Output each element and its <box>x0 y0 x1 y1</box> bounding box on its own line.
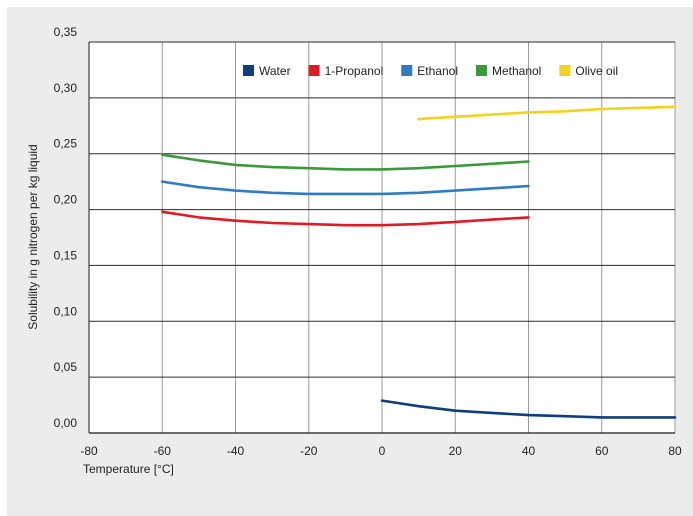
legend-swatch-olive-oil <box>559 65 571 76</box>
y-axis-label: Solubility in g nitrogen per kg liquid <box>26 144 40 329</box>
chart-panel: Water 1-Propanol Ethanol Methanol Olive oil … <box>7 7 693 516</box>
x-axis-label: Temperature [°C] <box>83 462 174 476</box>
y-tick-label: 0,20 <box>54 193 78 207</box>
x-tick-label: -20 <box>300 444 318 458</box>
x-tick-label: 40 <box>522 444 536 458</box>
x-tick-label: 60 <box>595 444 609 458</box>
x-tick-label: -80 <box>80 444 98 458</box>
legend-swatch-1-propanol <box>308 65 320 76</box>
x-tick-label: -40 <box>227 444 245 458</box>
legend: Water 1-Propanol Ethanol Methanol Olive oil <box>243 64 618 78</box>
x-tick-label: 80 <box>668 444 682 458</box>
y-tick-label: 0,05 <box>54 360 78 374</box>
x-tick-label: -60 <box>154 444 172 458</box>
solubility-line-chart: Water 1-Propanol Ethanol Methanol Olive oil … <box>26 25 682 476</box>
y-tick-label: 0,35 <box>54 25 78 39</box>
y-tick-label: 0,30 <box>54 81 78 95</box>
legend-label-olive-oil: Olive oil <box>575 64 618 78</box>
y-tick-label: 0,00 <box>54 416 78 430</box>
y-tick-label: 0,25 <box>54 137 78 151</box>
series-line-methanol <box>161 153 530 171</box>
legend-label-methanol: Methanol <box>492 64 541 78</box>
series-lines <box>161 105 677 419</box>
series-line-1-propanol <box>161 210 530 227</box>
x-tick-label: 20 <box>449 444 463 458</box>
axes: -80 -60 -40 -20 0 20 40 60 80 0,00 0,05 0,10 0,15 0,2… <box>54 25 682 458</box>
series-line-olive-oil <box>417 105 677 121</box>
legend-swatch-water <box>243 65 254 76</box>
legend-swatch-methanol <box>475 65 487 76</box>
legend-label-water: Water <box>259 64 291 78</box>
legend-label-ethanol: Ethanol <box>417 64 458 78</box>
series-line-water <box>380 399 677 419</box>
x-tick-label: 0 <box>379 444 386 458</box>
grid <box>89 41 676 433</box>
series-line-ethanol <box>161 180 530 196</box>
legend-label-1-propanol: 1-Propanol <box>325 64 384 78</box>
legend-swatch-ethanol <box>401 65 413 76</box>
y-tick-label: 0,10 <box>54 304 78 318</box>
y-tick-label: 0,15 <box>54 248 78 262</box>
